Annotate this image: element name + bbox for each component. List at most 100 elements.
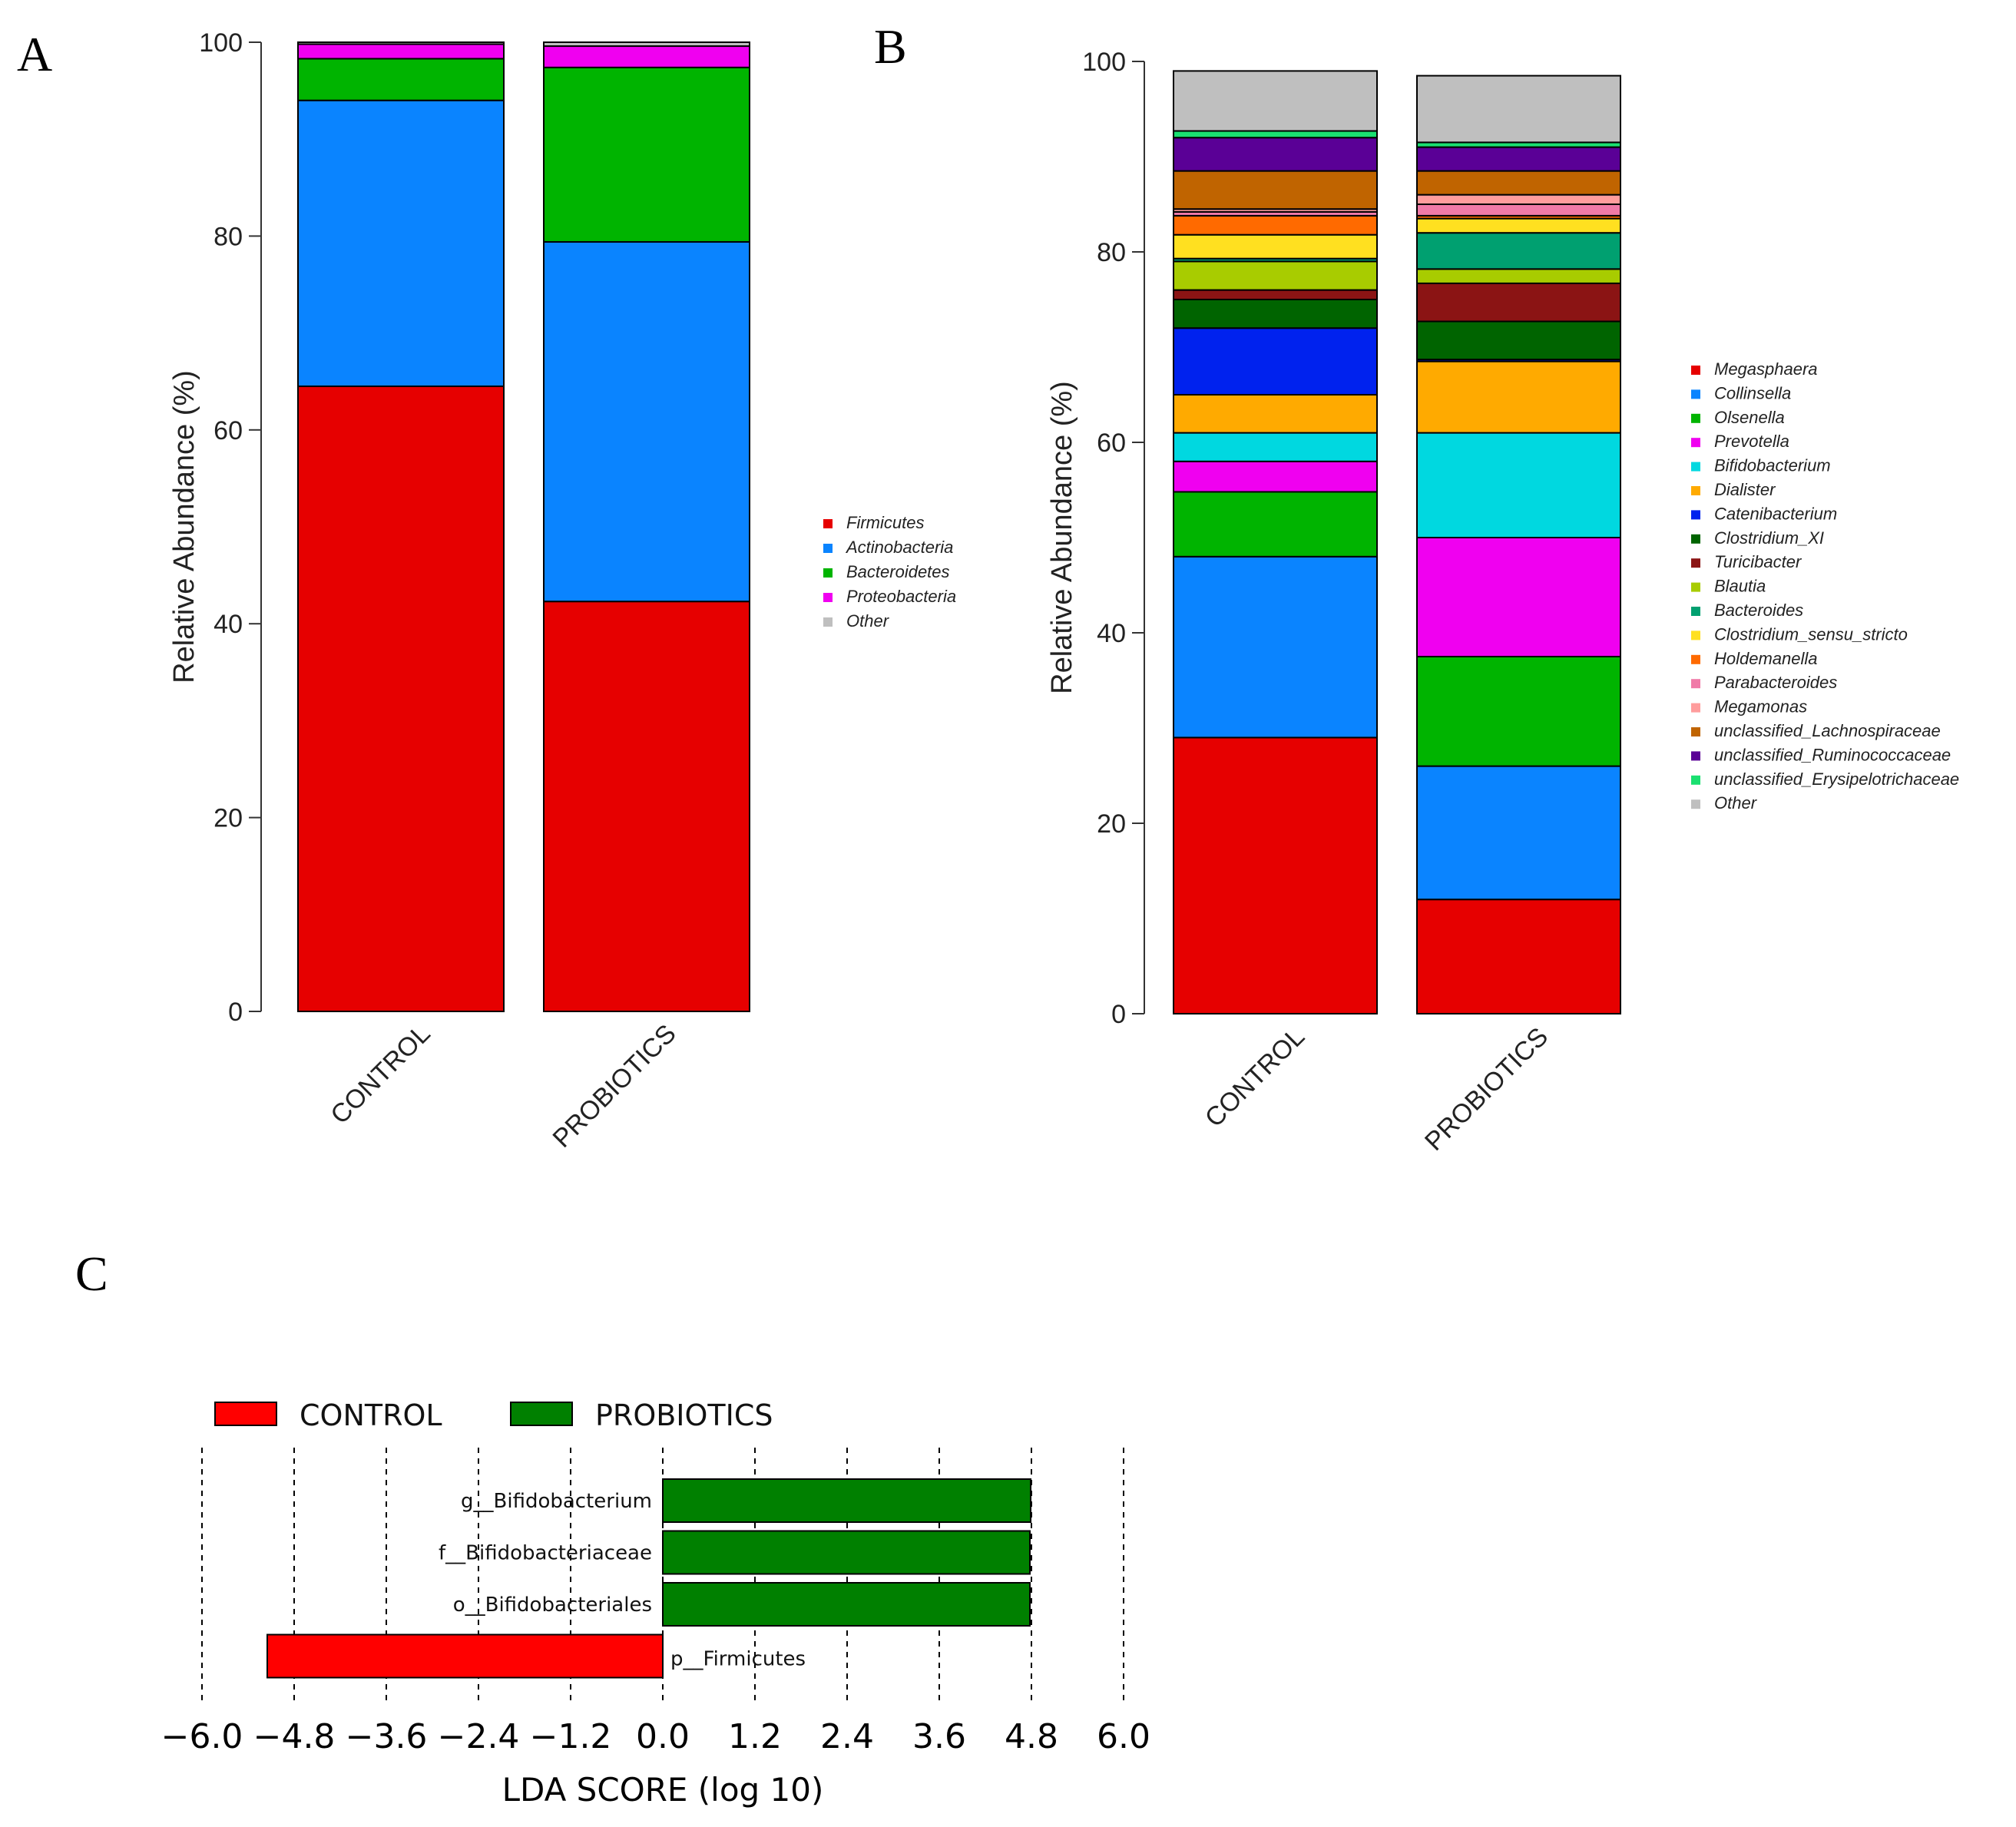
legend-swatch-bifidobacterium bbox=[1691, 462, 1700, 472]
y-tick-label: 60 bbox=[214, 416, 243, 445]
legend-label-collinsella: Collinsella bbox=[1714, 383, 1791, 402]
bar-segment-control-proteobacteria bbox=[297, 43, 505, 60]
legend-swatch-other bbox=[823, 617, 833, 627]
x-tick-label: −6.0 bbox=[161, 1717, 243, 1756]
bar-segment-probiotics-megamonas bbox=[1416, 194, 1621, 206]
bar-segment-control-blautia bbox=[1173, 260, 1378, 291]
panel-c-chart: CONTROL PROBIOTICS g__Bifidobacterium f__Bi… bbox=[161, 1398, 1150, 1809]
bar-segment-probiotics-parabacteroides bbox=[1416, 204, 1621, 217]
x-tick-label: −4.8 bbox=[253, 1717, 336, 1756]
legend-label-firmicutes: Firmicutes bbox=[846, 513, 924, 532]
x-tick-label: −2.4 bbox=[438, 1717, 520, 1756]
bar-segment-control-other bbox=[297, 41, 505, 45]
x-tick-label: 1.2 bbox=[728, 1717, 782, 1756]
legend-label-other: Other bbox=[1714, 793, 1758, 813]
panel-a-chart: 0 20 40 60 80 100 Relative Abundance (%) CONTRO… bbox=[168, 28, 956, 1153]
y-axis-title: Relative Abundance (%) bbox=[168, 370, 200, 683]
bar-segment-probiotics-bacteroides bbox=[1416, 232, 1621, 270]
bar-segment-control-clostridium-xi bbox=[1173, 299, 1378, 329]
legend-label-blautia: Blautia bbox=[1714, 577, 1766, 596]
legend-swatch-other bbox=[1691, 799, 1700, 809]
legend-label-holdemanella: Holdemanella bbox=[1714, 649, 1818, 668]
y-axis-title: Relative Abundance (%) bbox=[1046, 381, 1078, 694]
feature-label-f-bifidobacteriaceae: f__Bifidobacteriaceae bbox=[439, 1542, 652, 1565]
bar-segment-control-bacteroidetes bbox=[297, 58, 505, 101]
legend-swatch-control bbox=[214, 1402, 277, 1426]
legend-label-dialister: Dialister bbox=[1714, 480, 1776, 499]
bar-segment-probiotics-bacteroidetes bbox=[543, 66, 750, 243]
legend-label-parabacteroides: Parabacteroides bbox=[1714, 673, 1837, 692]
bar-segment-control-other bbox=[1173, 70, 1378, 132]
legend-label-bifidobacterium: Bifidobacterium bbox=[1714, 456, 1831, 475]
bar-segment-control-prevotella bbox=[1173, 460, 1378, 493]
y-tick-label: 60 bbox=[1097, 429, 1126, 458]
legend-label-control: CONTROL bbox=[300, 1398, 442, 1432]
bar-segment-probiotics-olsenella bbox=[1416, 656, 1621, 767]
bar-segment-control-bifidobacterium bbox=[1173, 432, 1378, 462]
bar-segment-control-holdemanella bbox=[1173, 214, 1378, 236]
legend-swatch-bacteroidetes bbox=[823, 568, 833, 578]
legend-swatch-unclassified-ruminococcaceae bbox=[1691, 751, 1700, 761]
category-label-control: CONTROL bbox=[1200, 1022, 1310, 1133]
legend-swatch-actinobacteria bbox=[823, 544, 833, 553]
bar-segment-probiotics-collinsella bbox=[1416, 765, 1621, 901]
bar-segment-control-actinobacteria bbox=[297, 99, 505, 388]
legend-swatch-clostridium-xi bbox=[1691, 534, 1700, 544]
legend-swatch-dialister bbox=[1691, 486, 1700, 495]
legend-swatch-clostridium-sensu-stricto bbox=[1691, 631, 1700, 640]
legend-label-unclassified-erysipelotrichaceae: unclassified_Erysipelotrichaceae bbox=[1714, 770, 1959, 789]
legend-label-catenibacterium: Catenibacterium bbox=[1714, 504, 1837, 523]
legend-label-unclassified-lachnospiraceae: unclassified_Lachnospiraceae bbox=[1714, 721, 1941, 740]
legend-swatch-megamonas bbox=[1691, 703, 1700, 713]
x-tick-label: 0.0 bbox=[636, 1717, 690, 1756]
legend-swatch-bacteroides bbox=[1691, 607, 1700, 616]
legend-label-olsenella: Olsenella bbox=[1714, 408, 1785, 427]
category-label-control: CONTROL bbox=[325, 1019, 435, 1130]
legend-swatch-holdemanella bbox=[1691, 654, 1700, 664]
y-tick-label: 0 bbox=[1111, 1000, 1126, 1029]
bar-segment-control-unclassified-erysipelotrichaceae bbox=[1173, 130, 1378, 139]
bar-segment-control-megasphaera bbox=[1173, 736, 1378, 1015]
legend-label-actinobacteria: Actinobacteria bbox=[845, 538, 953, 557]
bar-segment-probiotics-unclassified-ruminococcaceae bbox=[1416, 146, 1621, 172]
x-tick-label: 6.0 bbox=[1097, 1717, 1150, 1756]
x-tick-label: 3.6 bbox=[912, 1717, 966, 1756]
bar-segment-control-dialister bbox=[1173, 394, 1378, 434]
bar-segment-control-olsenella bbox=[1173, 491, 1378, 558]
bar-segment-control-catenibacterium bbox=[1173, 327, 1378, 396]
bar-segment-control-firmicutes bbox=[297, 386, 505, 1012]
bar-segment-control-collinsella bbox=[1173, 555, 1378, 739]
legend-swatch-catenibacterium bbox=[1691, 510, 1700, 520]
feature-label-o-bifidobacteriales: o__Bifidobacteriales bbox=[453, 1594, 652, 1617]
lda-bar-g-bifidobacterium bbox=[662, 1478, 1031, 1523]
legend-label-bacteroides: Bacteroides bbox=[1714, 601, 1803, 620]
y-tick-label: 80 bbox=[214, 222, 243, 251]
x-tick-label: −3.6 bbox=[346, 1717, 428, 1756]
category-label-probiotics: PROBIOTICS bbox=[1419, 1022, 1554, 1157]
bar-segment-probiotics-unclassified-lachnospiraceae bbox=[1416, 170, 1621, 196]
bar-segment-probiotics-proteobacteria bbox=[543, 45, 750, 68]
bar-segment-probiotics-turicibacter bbox=[1416, 282, 1621, 323]
y-tick-label: 100 bbox=[1082, 48, 1126, 77]
legend-label-prevotella: Prevotella bbox=[1714, 432, 1789, 451]
bar-segment-probiotics-other bbox=[543, 41, 750, 48]
legend-label-clostridium-sensu-stricto: Clostridium_sensu_stricto bbox=[1714, 624, 1908, 644]
x-tick-label: 4.8 bbox=[1005, 1717, 1058, 1756]
bar-segment-probiotics-clostridium-xi bbox=[1416, 320, 1621, 361]
y-tick-label: 20 bbox=[214, 804, 243, 833]
bar-segment-probiotics-bifidobacterium bbox=[1416, 432, 1621, 538]
legend-swatch-turicibacter bbox=[1691, 558, 1700, 568]
bar-segment-probiotics-actinobacteria bbox=[543, 240, 750, 603]
bar-segment-probiotics-prevotella bbox=[1416, 537, 1621, 657]
y-tick-label: 80 bbox=[1097, 238, 1126, 267]
legend-swatch-unclassified-lachnospiraceae bbox=[1691, 727, 1700, 736]
bar-segment-probiotics-firmicutes bbox=[543, 601, 750, 1012]
legend-swatch-blautia bbox=[1691, 582, 1700, 592]
y-tick-label: 40 bbox=[1097, 619, 1126, 648]
legend-swatch-prevotella bbox=[1691, 438, 1700, 448]
panel-letter-a: A bbox=[17, 27, 52, 81]
legend-swatch-olsenella bbox=[1691, 413, 1700, 423]
bar-segment-control-unclassified-ruminococcaceae bbox=[1173, 137, 1378, 172]
legend-label-unclassified-ruminococcaceae: unclassified_Ruminococcaceae bbox=[1714, 745, 1951, 764]
